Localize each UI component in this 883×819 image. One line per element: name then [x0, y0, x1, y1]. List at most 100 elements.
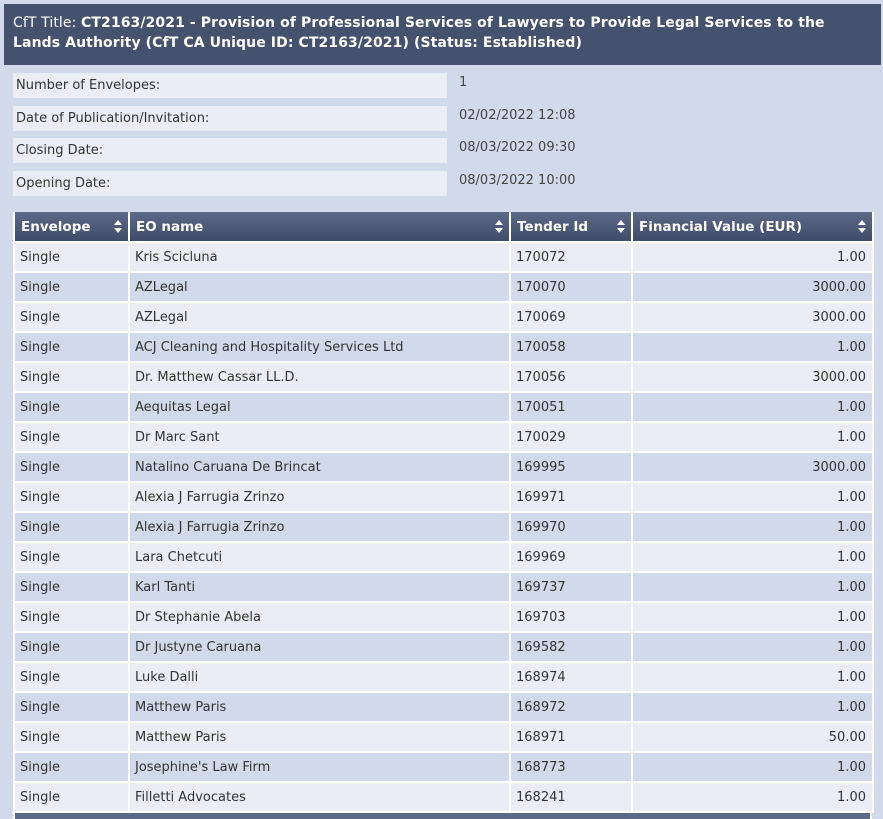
column-header-envelope[interactable]: Envelope: [13, 212, 130, 243]
envelope-cell: Single: [13, 631, 130, 663]
eo-name-cell: Filletti Advocates: [128, 781, 511, 813]
financial-value-cell: 1.00: [631, 691, 874, 723]
table-body: Single Kris Scicluna 170072 1.00 Single AZLeg…: [13, 241, 874, 813]
table-row[interactable]: Single Matthew Paris 168971 50.00: [13, 721, 874, 753]
info-row-envelopes: Number of Envelopes: 1: [13, 73, 873, 98]
tender-id-cell: 168241: [509, 781, 633, 813]
table-row[interactable]: Single Dr. Matthew Cassar LL.D. 170056 3000…: [13, 361, 874, 393]
info-label: Number of Envelopes:: [13, 73, 447, 98]
eo-name-cell: Natalino Caruana De Brincat: [128, 451, 511, 483]
column-header-tender-id[interactable]: Tender Id: [509, 212, 633, 243]
table-row[interactable]: Single Dr Stephanie Abela 169703 1.00: [13, 601, 874, 633]
financial-value-cell: 1.00: [631, 571, 874, 603]
eo-name-cell: Josephine's Law Firm: [128, 751, 511, 783]
eo-name-cell: Lara Chetcuti: [128, 541, 511, 573]
financial-value-cell: 3000.00: [631, 361, 874, 393]
eo-name-cell: Dr. Matthew Cassar LL.D.: [128, 361, 511, 393]
sort-icon[interactable]: [617, 220, 625, 234]
eo-name-cell: Alexia J Farrugia Zrinzo: [128, 481, 511, 513]
financial-value-cell: 1.00: [631, 511, 874, 543]
table-row[interactable]: Single Kris Scicluna 170072 1.00: [13, 241, 874, 273]
financial-value-cell: 3000.00: [631, 271, 874, 303]
table-row[interactable]: Single Karl Tanti 169737 1.00: [13, 571, 874, 603]
column-header-label: Tender Id: [517, 218, 589, 235]
envelope-cell: Single: [13, 301, 130, 333]
envelope-cell: Single: [13, 661, 130, 693]
table-row[interactable]: Single Lara Chetcuti 169969 1.00: [13, 541, 874, 573]
table-row[interactable]: Single Josephine's Law Firm 168773 1.00: [13, 751, 874, 783]
financial-value-cell: 3000.00: [631, 301, 874, 333]
eo-name-cell: AZLegal: [128, 271, 511, 303]
financial-value-cell: 1.00: [631, 421, 874, 453]
financial-value-cell: 1.00: [631, 391, 874, 423]
info-row-closing: Closing Date: 08/03/2022 09:30: [13, 138, 873, 163]
eo-name-cell: Alexia J Farrugia Zrinzo: [128, 511, 511, 543]
eo-name-cell: Dr Justyne Caruana: [128, 631, 511, 663]
envelope-cell: Single: [13, 721, 130, 753]
table-row[interactable]: Single Dr Marc Sant 170029 1.00: [13, 421, 874, 453]
financial-value-cell: 3000.00: [631, 451, 874, 483]
tender-id-cell: 170058: [509, 331, 633, 363]
info-label: Date of Publication/Invitation:: [13, 106, 447, 131]
envelope-cell: Single: [13, 361, 130, 393]
table-row[interactable]: Single AZLegal 170070 3000.00: [13, 271, 874, 303]
eo-name-cell: Dr Marc Sant: [128, 421, 511, 453]
financial-value-cell: 1.00: [631, 331, 874, 363]
financial-value-cell: 1.00: [631, 541, 874, 573]
envelope-cell: Single: [13, 541, 130, 573]
eo-name-cell: Luke Dalli: [128, 661, 511, 693]
column-header-eo-name[interactable]: EO name: [128, 212, 511, 243]
envelope-cell: Single: [13, 601, 130, 633]
tender-id-cell: 168971: [509, 721, 633, 753]
table-row[interactable]: Single Luke Dalli 168974 1.00: [13, 661, 874, 693]
info-value: 02/02/2022 12:08: [459, 108, 576, 123]
tender-id-cell: 169969: [509, 541, 633, 573]
table-row[interactable]: Single AZLegal 170069 3000.00: [13, 301, 874, 333]
tender-id-cell: 170051: [509, 391, 633, 423]
table-row[interactable]: Single Filletti Advocates 168241 1.00: [13, 781, 874, 813]
cft-title-label: CfT Title:: [13, 15, 81, 31]
tender-id-cell: 169971: [509, 481, 633, 513]
envelope-cell: Single: [13, 391, 130, 423]
tender-id-cell: 168773: [509, 751, 633, 783]
table-row[interactable]: Single Alexia J Farrugia Zrinzo 169971 1.00: [13, 481, 874, 513]
tender-id-cell: 170069: [509, 301, 633, 333]
financial-value-cell: 1.00: [631, 481, 874, 513]
tender-id-cell: 168972: [509, 691, 633, 723]
cft-title-bar: CfT Title: CT2163/2021 - Provision of Pr…: [4, 4, 881, 65]
sort-icon[interactable]: [858, 220, 866, 234]
sort-icon[interactable]: [495, 220, 503, 234]
tender-id-cell: 170029: [509, 421, 633, 453]
envelope-cell: Single: [13, 241, 130, 273]
envelope-cell: Single: [13, 271, 130, 303]
envelope-cell: Single: [13, 451, 130, 483]
tender-info-panel: Number of Envelopes: 1 Date of Publicati…: [7, 66, 881, 208]
tender-id-cell: 168974: [509, 661, 633, 693]
table-footer-strip: [13, 813, 872, 819]
tender-id-cell: 170072: [509, 241, 633, 273]
info-value: 08/03/2022 10:00: [459, 173, 576, 188]
table-row[interactable]: Single ACJ Cleaning and Hospitality Servi…: [13, 331, 874, 363]
table-row[interactable]: Single Aequitas Legal 170051 1.00: [13, 391, 874, 423]
column-header-financial-value[interactable]: Financial Value (EUR): [631, 212, 874, 243]
financial-value-cell: 1.00: [631, 751, 874, 783]
eo-name-cell: Matthew Paris: [128, 691, 511, 723]
eo-name-cell: Karl Tanti: [128, 571, 511, 603]
tenders-table: Envelope EO name Tender Id Financial Val…: [13, 212, 874, 813]
table-row[interactable]: Single Natalino Caruana De Brincat 169995 3…: [13, 451, 874, 483]
envelope-cell: Single: [13, 511, 130, 543]
sort-icon[interactable]: [114, 220, 122, 234]
envelope-cell: Single: [13, 571, 130, 603]
table-row[interactable]: Single Dr Justyne Caruana 169582 1.00: [13, 631, 874, 663]
info-row-opening: Opening Date: 08/03/2022 10:00: [13, 171, 873, 196]
table-row[interactable]: Single Alexia J Farrugia Zrinzo 169970 1.00: [13, 511, 874, 543]
info-label: Opening Date:: [13, 171, 447, 196]
financial-value-cell: 1.00: [631, 601, 874, 633]
column-header-label: EO name: [136, 218, 204, 235]
eo-name-cell: Dr Stephanie Abela: [128, 601, 511, 633]
eo-name-cell: AZLegal: [128, 301, 511, 333]
tenders-table-wrap: Envelope EO name Tender Id Financial Val…: [13, 212, 874, 813]
table-row[interactable]: Single Matthew Paris 168972 1.00: [13, 691, 874, 723]
financial-value-cell: 50.00: [631, 721, 874, 753]
envelope-cell: Single: [13, 421, 130, 453]
